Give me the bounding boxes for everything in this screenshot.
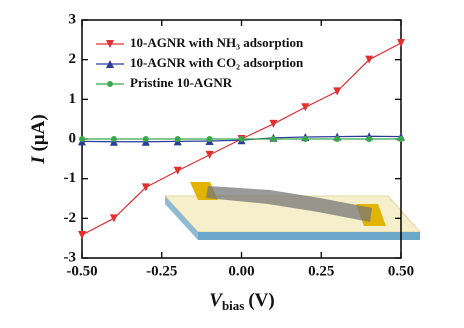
legend-marker (106, 60, 114, 68)
x-unit: (V) (248, 290, 274, 311)
marker (78, 230, 86, 239)
marker (142, 136, 149, 142)
x-subscript: bias (222, 298, 244, 313)
marker (79, 136, 85, 142)
marker (397, 39, 405, 48)
marker (206, 136, 213, 142)
marker (366, 136, 373, 142)
legend-label: 10-AGNR with CO₂ adsorption (130, 55, 304, 70)
x-tick-label: -0.50 (66, 263, 97, 279)
legend-label: 10-AGNR with NH₃ adsorption (130, 35, 304, 50)
x-tick-label: 0.00 (228, 263, 254, 279)
marker (365, 55, 374, 64)
y-tick-label: 3 (69, 11, 77, 27)
y-symbol: I (28, 156, 49, 165)
x-tick-label: 0.25 (308, 263, 334, 279)
y-tick-label: -2 (64, 210, 77, 226)
y-tick-label: -3 (64, 249, 77, 265)
marker (302, 136, 309, 142)
marker (334, 136, 341, 142)
marker (109, 214, 118, 223)
marker (141, 183, 150, 192)
marker (270, 136, 277, 142)
y-tick-label: 1 (69, 91, 77, 107)
x-tick-label: -0.25 (146, 263, 177, 279)
y-tick-label: 0 (69, 130, 77, 146)
marker (110, 136, 117, 142)
marker (269, 119, 278, 128)
device-inset (163, 182, 422, 240)
legend-marker (106, 40, 114, 48)
marker (174, 136, 181, 142)
x-axis-label: Vbias (V) (209, 290, 274, 313)
marker (205, 150, 214, 159)
y-unit: (μA) (28, 114, 49, 151)
marker (398, 136, 404, 142)
legend-marker (107, 81, 113, 87)
y-tick-label: 2 (69, 51, 77, 67)
y-axis-label: I (μA) (28, 114, 49, 164)
marker (173, 166, 182, 175)
marker (238, 136, 245, 142)
x-symbol: V (209, 290, 223, 311)
y-tick-label: -1 (64, 170, 77, 186)
marker (301, 103, 310, 112)
marker (333, 87, 342, 96)
legend-label: Pristine 10-AGNR (130, 75, 233, 90)
x-tick-label: 0.50 (388, 263, 414, 279)
